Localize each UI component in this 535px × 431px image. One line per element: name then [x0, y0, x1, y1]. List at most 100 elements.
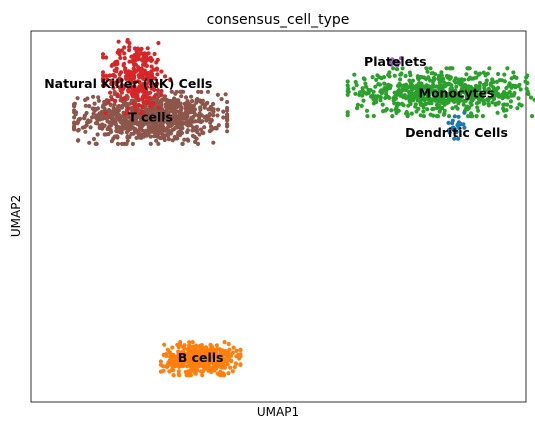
point-natural-killer-nk-cells: [138, 111, 143, 116]
point-b-cells: [214, 343, 219, 348]
point-natural-killer-nk-cells: [168, 77, 173, 82]
point-natural-killer-nk-cells: [129, 91, 134, 96]
point-monocytes: [496, 85, 501, 90]
point-b-cells: [164, 353, 169, 358]
point-t-cells: [87, 140, 92, 145]
point-t-cells: [117, 125, 122, 130]
point-t-cells: [137, 135, 142, 140]
point-t-cells: [202, 125, 207, 130]
point-t-cells: [225, 112, 230, 117]
point-monocytes: [382, 86, 387, 91]
point-b-cells: [192, 348, 197, 354]
point-monocytes: [454, 84, 459, 89]
point-natural-killer-nk-cells: [140, 85, 145, 90]
point-natural-killer-nk-cells: [143, 60, 148, 65]
point-monocytes: [428, 66, 433, 71]
point-b-cells: [218, 370, 223, 375]
point-natural-killer-nk-cells: [149, 69, 154, 74]
point-t-cells: [174, 89, 179, 95]
point-t-cells: [170, 115, 176, 120]
point-t-cells: [161, 120, 166, 125]
point-monocytes: [394, 67, 400, 72]
point-t-cells: [115, 129, 121, 134]
point-t-cells: [93, 141, 98, 146]
point-t-cells: [96, 98, 101, 103]
point-monocytes: [532, 97, 535, 102]
point-natural-killer-nk-cells: [141, 76, 146, 81]
point-monocytes: [422, 98, 427, 103]
point-b-cells: [202, 362, 207, 367]
point-monocytes: [424, 66, 429, 71]
point-t-cells: [109, 139, 114, 144]
point-t-cells: [100, 126, 105, 131]
point-t-cells: [112, 102, 117, 107]
point-t-cells: [129, 107, 134, 112]
point-t-cells: [169, 107, 175, 112]
point-monocytes: [461, 102, 466, 107]
point-natural-killer-nk-cells: [135, 90, 140, 95]
point-monocytes: [452, 78, 457, 83]
point-monocytes: [502, 79, 507, 84]
point-t-cells: [225, 108, 230, 113]
point-monocytes: [361, 98, 366, 103]
point-b-cells: [238, 347, 243, 352]
point-monocytes: [386, 82, 391, 88]
point-monocytes: [464, 89, 469, 94]
point-t-cells: [214, 126, 219, 131]
point-monocytes: [530, 114, 535, 119]
point-t-cells: [143, 118, 148, 123]
point-natural-killer-nk-cells: [119, 48, 124, 53]
point-t-cells: [183, 95, 189, 100]
point-t-cells: [191, 114, 196, 120]
point-monocytes: [387, 95, 392, 100]
point-t-cells: [221, 115, 226, 120]
point-monocytes: [440, 105, 445, 111]
point-natural-killer-nk-cells: [123, 70, 129, 75]
point-monocytes: [436, 73, 442, 78]
point-b-cells: [236, 352, 241, 357]
point-natural-killer-nk-cells: [111, 85, 116, 90]
point-t-cells: [125, 124, 130, 129]
point-t-cells: [183, 106, 188, 111]
point-t-cells: [166, 110, 171, 115]
point-monocytes: [414, 109, 419, 114]
point-natural-killer-nk-cells: [155, 72, 160, 77]
point-t-cells: [98, 114, 103, 119]
point-natural-killer-nk-cells: [132, 52, 137, 58]
point-monocytes: [357, 92, 362, 97]
point-t-cells: [205, 89, 211, 94]
point-monocytes: [407, 78, 412, 83]
point-natural-killer-nk-cells: [112, 68, 117, 73]
point-monocytes: [502, 72, 507, 77]
point-b-cells: [207, 356, 212, 361]
point-t-cells: [176, 116, 181, 121]
point-t-cells: [188, 102, 193, 108]
point-monocytes: [421, 114, 426, 119]
point-t-cells: [178, 89, 183, 94]
point-natural-killer-nk-cells: [153, 92, 158, 98]
point-t-cells: [76, 128, 81, 133]
point-t-cells: [196, 89, 201, 94]
point-b-cells: [222, 340, 227, 345]
point-b-cells: [186, 347, 191, 352]
point-natural-killer-nk-cells: [145, 46, 150, 51]
point-b-cells: [182, 351, 187, 356]
point-monocytes: [387, 86, 393, 91]
point-t-cells: [88, 125, 93, 130]
point-monocytes: [398, 89, 403, 94]
point-natural-killer-nk-cells: [140, 97, 145, 102]
point-t-cells: [82, 116, 87, 121]
point-b-cells: [167, 350, 173, 355]
series-dendritic-cells: [446, 110, 467, 141]
point-b-cells: [232, 364, 237, 370]
point-t-cells: [75, 96, 80, 101]
point-b-cells: [162, 342, 167, 347]
point-monocytes: [509, 85, 514, 90]
point-monocytes: [428, 78, 433, 83]
point-t-cells: [140, 128, 145, 133]
point-b-cells: [181, 346, 187, 351]
point-monocytes: [486, 102, 491, 107]
point-monocytes: [465, 94, 470, 99]
point-monocytes: [505, 66, 510, 71]
point-t-cells: [209, 124, 214, 129]
